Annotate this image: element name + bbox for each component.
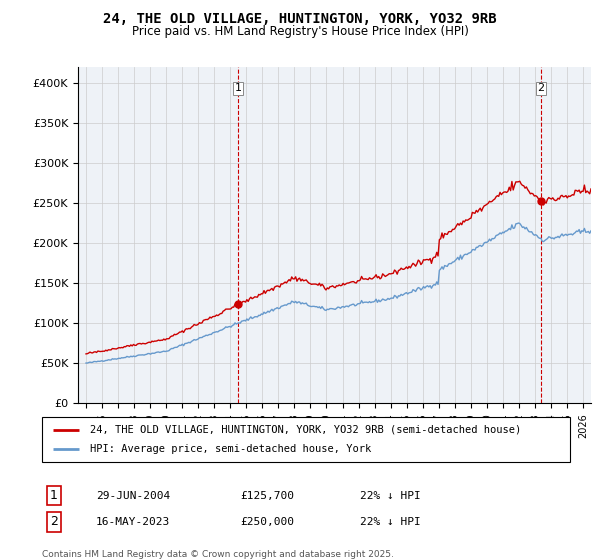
Text: HPI: Average price, semi-detached house, York: HPI: Average price, semi-detached house,… (89, 445, 371, 455)
Text: 2: 2 (50, 515, 58, 529)
Text: 24, THE OLD VILLAGE, HUNTINGTON, YORK, YO32 9RB (semi-detached house): 24, THE OLD VILLAGE, HUNTINGTON, YORK, Y… (89, 424, 521, 435)
Text: 1: 1 (235, 83, 242, 93)
FancyBboxPatch shape (42, 417, 570, 462)
Text: 2: 2 (537, 83, 544, 93)
Text: £125,700: £125,700 (240, 491, 294, 501)
Text: 24, THE OLD VILLAGE, HUNTINGTON, YORK, YO32 9RB: 24, THE OLD VILLAGE, HUNTINGTON, YORK, Y… (103, 12, 497, 26)
Text: 1: 1 (50, 489, 58, 502)
Text: £250,000: £250,000 (240, 517, 294, 527)
Text: 16-MAY-2023: 16-MAY-2023 (96, 517, 170, 527)
Text: 22% ↓ HPI: 22% ↓ HPI (360, 491, 421, 501)
Text: Contains HM Land Registry data © Crown copyright and database right 2025.
This d: Contains HM Land Registry data © Crown c… (42, 550, 394, 560)
Text: Price paid vs. HM Land Registry's House Price Index (HPI): Price paid vs. HM Land Registry's House … (131, 25, 469, 38)
Text: 29-JUN-2004: 29-JUN-2004 (96, 491, 170, 501)
Text: 22% ↓ HPI: 22% ↓ HPI (360, 517, 421, 527)
